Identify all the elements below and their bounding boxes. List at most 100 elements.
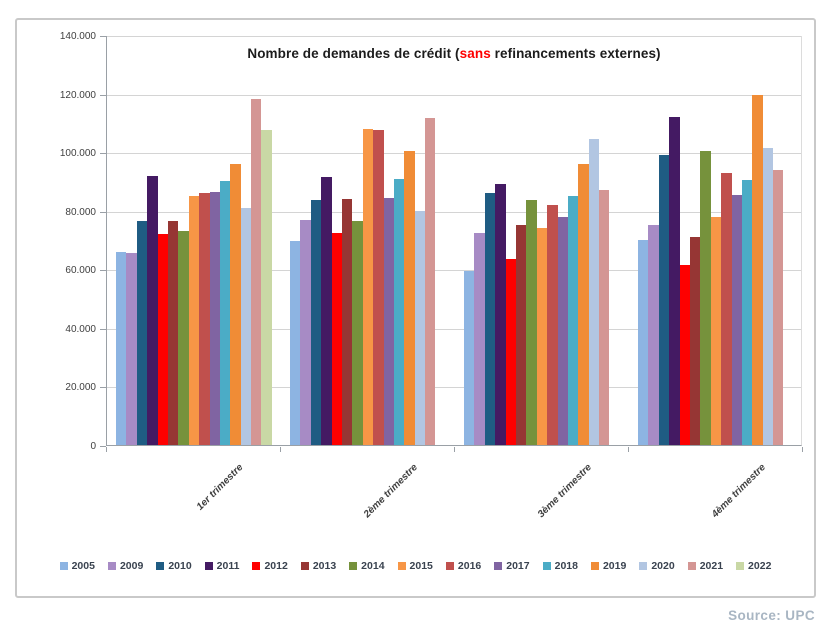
y-axis-tick-label: 20.000 xyxy=(65,382,96,394)
legend-label: 2020 xyxy=(651,560,675,572)
bar xyxy=(199,193,210,445)
gridline xyxy=(107,36,801,37)
bar xyxy=(557,216,568,445)
legend-label: 2015 xyxy=(409,560,433,572)
bar xyxy=(474,232,485,445)
legend-swatch xyxy=(687,562,696,570)
bar xyxy=(588,138,600,445)
x-axis-tick xyxy=(280,447,281,452)
y-axis-tick xyxy=(100,153,106,155)
bar xyxy=(741,179,753,445)
y-axis-tick xyxy=(100,211,106,213)
legend-label: 2019 xyxy=(602,560,627,572)
y-axis-tick xyxy=(100,387,106,389)
x-axis-tick xyxy=(802,447,803,452)
x-axis-tick xyxy=(106,447,107,452)
legend-item: 2018 xyxy=(542,560,578,572)
bar xyxy=(331,232,342,445)
y-axis-tick xyxy=(100,328,106,330)
bar xyxy=(484,193,496,445)
bar xyxy=(116,251,127,445)
legend-swatch xyxy=(494,562,503,570)
legend-item: 2020 xyxy=(639,560,675,572)
bar xyxy=(393,178,405,445)
bar xyxy=(219,181,231,445)
bar xyxy=(648,225,659,445)
bar xyxy=(147,175,158,445)
legend-swatch xyxy=(349,562,358,570)
bar-group xyxy=(455,36,629,445)
bar xyxy=(383,197,394,445)
bar xyxy=(710,216,722,445)
bar xyxy=(310,200,322,445)
legend-label: 2016 xyxy=(457,560,482,572)
legend-label: 2017 xyxy=(506,560,530,572)
bar xyxy=(464,270,475,445)
x-axis-label: 4ème trimestre xyxy=(709,462,768,521)
bar xyxy=(658,155,670,445)
chart-frame: Nombre de demandes de crédit (sans refin… xyxy=(15,18,816,598)
bar xyxy=(731,194,742,445)
legend-item: 2005 xyxy=(59,560,95,572)
y-axis-tick-label: 120.000 xyxy=(59,89,96,101)
bar xyxy=(773,169,784,445)
gridline xyxy=(107,270,801,272)
bar xyxy=(251,99,262,445)
legend-swatch xyxy=(542,562,551,570)
x-axis-tick xyxy=(454,447,455,452)
y-axis-tick xyxy=(100,94,106,96)
legend-item: 2017 xyxy=(494,560,530,572)
bar xyxy=(638,240,649,445)
legend-swatch xyxy=(204,562,213,570)
y-axis-tick xyxy=(100,270,106,272)
y-axis-tick-label: 100.000 xyxy=(59,148,96,160)
legend-item: 2022 xyxy=(736,560,771,572)
legend-item: 2019 xyxy=(590,560,627,572)
bar xyxy=(178,231,189,445)
gridline xyxy=(107,328,801,330)
legend-label: 2014 xyxy=(361,560,385,572)
y-axis-tick xyxy=(100,446,106,447)
bar xyxy=(209,191,220,445)
bar xyxy=(721,172,732,445)
bar xyxy=(495,184,506,445)
legend-label: 2018 xyxy=(554,560,578,572)
bar xyxy=(505,259,516,445)
y-axis-tick-label: 60.000 xyxy=(65,265,96,277)
bar xyxy=(425,118,436,445)
gridline xyxy=(107,211,801,213)
legend-swatch xyxy=(397,562,406,570)
x-axis-label: 2ème trimestre xyxy=(361,462,420,521)
bar xyxy=(188,196,200,445)
legend-swatch xyxy=(590,562,599,570)
bar xyxy=(515,225,527,445)
bar xyxy=(752,95,763,445)
bar xyxy=(167,220,179,445)
bar xyxy=(136,220,148,445)
source-note: Source: UPC xyxy=(728,608,815,623)
legend-swatch xyxy=(300,562,309,570)
y-axis-tick-label: 140.000 xyxy=(59,31,96,42)
bar xyxy=(261,130,272,445)
bar-group xyxy=(281,36,455,445)
gridline xyxy=(107,153,801,155)
bar xyxy=(404,150,415,445)
legend-label: 2012 xyxy=(264,560,288,572)
bar xyxy=(599,190,610,445)
bar xyxy=(290,241,301,445)
bar-group xyxy=(629,36,803,445)
bar xyxy=(157,234,168,445)
y-axis-tick-label: 80.000 xyxy=(65,206,96,218)
y-axis-tick-label: 40.000 xyxy=(65,323,96,335)
y-axis-tick xyxy=(100,36,106,37)
x-axis-label: 3ème trimestre xyxy=(535,462,594,521)
bar xyxy=(126,253,137,445)
y-axis-tick-label: 0 xyxy=(90,441,96,452)
legend-swatch xyxy=(639,562,648,570)
legend-item: 2013 xyxy=(300,560,336,572)
chart-title-prefix: Nombre de demandes de crédit ( xyxy=(247,46,460,61)
legend-swatch xyxy=(252,562,261,570)
plot-area xyxy=(106,36,802,446)
bar xyxy=(679,264,690,445)
